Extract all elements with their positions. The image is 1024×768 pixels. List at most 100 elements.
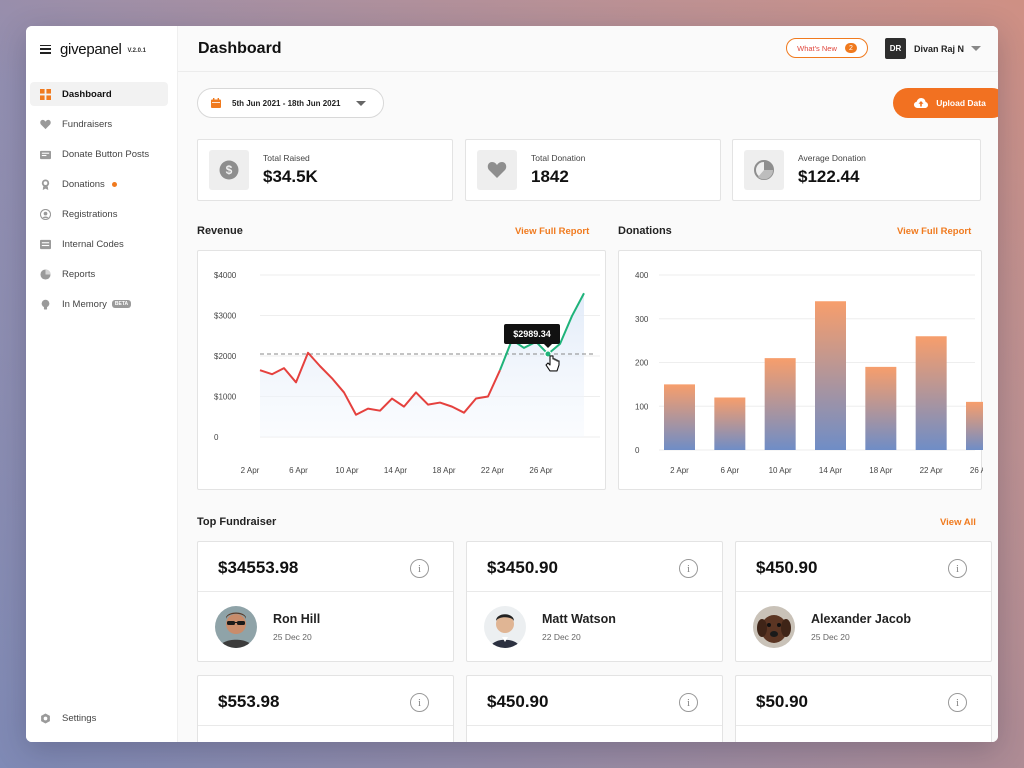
chevron-down-icon <box>971 46 982 51</box>
revenue-view-full-report-link[interactable]: View Full Report <box>515 226 590 237</box>
donations-view-full-report-link[interactable]: View Full Report <box>897 226 972 237</box>
sidebar-nav: Dashboard Fundraisers Donate Button Post… <box>30 82 168 322</box>
info-icon[interactable]: i <box>679 693 698 712</box>
x-tick-label: 18 Apr <box>869 466 892 475</box>
fundraiser-card[interactable]: $50.90 i <box>735 675 992 742</box>
sidebar-item-label: In Memory <box>62 298 107 310</box>
date-range-value: 5th Jun 2021 - 18th Jun 2021 <box>232 98 341 108</box>
donation-bar <box>764 358 796 450</box>
sidebar-item-dashboard[interactable]: Dashboard <box>30 82 168 106</box>
y-tick-label: 0 <box>635 446 640 455</box>
divider <box>198 591 453 592</box>
info-icon[interactable]: i <box>410 693 429 712</box>
info-icon[interactable]: i <box>948 559 967 578</box>
sidebar-item-fundraisers[interactable]: Fundraisers <box>30 112 168 136</box>
code-icon <box>40 239 51 250</box>
app-window: givepanel V.2.0.1 Dashboard Fundraisers … <box>26 26 998 742</box>
sidebar-item-reports[interactable]: Reports <box>30 262 168 286</box>
top-fundraiser-title: Top Fundraiser <box>197 516 277 528</box>
fundraiser-date: 25 Dec 20 <box>273 632 312 642</box>
sidebar-item-donate-button-posts[interactable]: Donate Button Posts <box>30 142 168 166</box>
hand-cursor-icon <box>545 355 560 372</box>
sidebar-item-label: Dashboard <box>62 88 112 100</box>
x-tick-label: 6 Apr <box>289 466 308 475</box>
divider <box>467 725 722 726</box>
hamburger-menu-icon[interactable] <box>40 44 51 54</box>
sidebar-item-registrations[interactable]: Registrations <box>30 202 168 226</box>
x-tick-label: 26 Apr <box>970 466 983 475</box>
pie-icon <box>744 150 784 190</box>
y-tick-label: $3000 <box>214 312 237 321</box>
info-icon[interactable]: i <box>948 693 967 712</box>
divider <box>467 591 722 592</box>
date-range-picker[interactable]: 5th Jun 2021 - 18th Jun 2021 <box>197 88 384 118</box>
stat-card-total-donation: Total Donation 1842 <box>465 139 721 201</box>
fundraiser-name: Alexander Jacob <box>811 612 912 626</box>
avatar <box>484 606 526 648</box>
sidebar-item-internal-codes[interactable]: Internal Codes <box>30 232 168 256</box>
fundraiser-card[interactable]: $450.90 i <box>466 675 723 742</box>
stat-value: $34.5K <box>263 167 318 186</box>
brand-version: V.2.0.1 <box>127 47 146 54</box>
fundraiser-card[interactable]: $553.98 i <box>197 675 454 742</box>
grid-icon <box>40 88 51 100</box>
view-all-link[interactable]: View All <box>940 517 976 528</box>
fundraiser-card[interactable]: $3450.90 i Matt Watson 22 Dec 20 <box>466 541 723 662</box>
donation-bar <box>966 401 983 450</box>
sidebar-item-settings[interactable]: Settings <box>40 713 96 724</box>
sidebar-item-label: Fundraisers <box>62 118 113 130</box>
user-name: Divan Raj N <box>914 43 965 54</box>
fundraiser-amount: $50.90 <box>756 692 808 711</box>
sidebar-item-donations[interactable]: Donations <box>30 172 168 196</box>
x-tick-label: 18 Apr <box>432 466 455 475</box>
stat-value: $122.44 <box>798 167 860 186</box>
fundraiser-amount: $3450.90 <box>487 558 558 577</box>
avatar: DR <box>885 38 906 59</box>
cloud-upload-icon <box>914 98 929 108</box>
tooltip-label: $2989.34 <box>513 329 551 339</box>
whats-new-label: What's New <box>797 43 837 53</box>
donations-title: Donations <box>618 225 672 237</box>
chevron-down-icon <box>355 100 366 106</box>
fundraiser-date: 25 Dec 20 <box>811 632 850 642</box>
sidebar-item-label: Reports <box>62 268 96 280</box>
x-tick-label: 2 Apr <box>241 466 260 475</box>
divider <box>198 725 453 726</box>
dollar-icon: $ <box>209 150 249 190</box>
upload-data-label: Upload Data <box>936 98 986 108</box>
revenue-area <box>260 293 584 437</box>
y-tick-label: $2000 <box>214 352 237 361</box>
revenue-title: Revenue <box>197 225 243 237</box>
fundraiser-card[interactable]: $450.90 i Alexander Jacob 25 Dec 20 <box>735 541 992 662</box>
y-tick-label: $4000 <box>214 271 237 280</box>
brand: givepanel V.2.0.1 <box>40 40 146 58</box>
user-menu[interactable]: DR Divan Raj N <box>885 38 982 59</box>
revenue-chart: $4000 $3000 $2000 $1000 0 $2989.34 2 Apr 6 Apr 1… <box>214 271 600 475</box>
y-tick-label: 300 <box>635 315 649 324</box>
y-tick-label: 100 <box>635 402 649 411</box>
info-icon[interactable]: i <box>679 559 698 578</box>
sidebar-item-in-memory[interactable]: In Memory BETA <box>30 292 168 316</box>
tooltip-box <box>504 323 560 344</box>
top-bar: Dashboard What's New 2 DR Divan Raj N <box>178 26 998 72</box>
main-content: Dashboard What's New 2 DR Divan Raj N 5t… <box>178 26 998 742</box>
upload-data-button[interactable]: Upload Data <box>893 88 998 118</box>
stat-label: Total Donation <box>531 153 586 163</box>
y-tick-label: 400 <box>635 271 649 280</box>
y-tick-label: 0 <box>214 433 219 442</box>
stat-value: 1842 <box>531 167 569 186</box>
whats-new-button[interactable]: What's New 2 <box>786 38 868 58</box>
x-tick-label: 14 Apr <box>819 466 842 475</box>
user-circle-icon <box>40 208 51 220</box>
heart-icon <box>477 150 517 190</box>
donations-chart: 400 300 200 100 0 2 Apr 6 Apr 10 Apr 14 Apr 18 Ap… <box>635 271 983 475</box>
sidebar-item-label: Registrations <box>62 208 118 220</box>
x-tick-label: 10 Apr <box>335 466 358 475</box>
svg-text:$: $ <box>226 163 233 177</box>
stat-label: Average Donation <box>798 153 866 163</box>
award-icon <box>40 178 51 190</box>
fundraiser-card[interactable]: $34553.98 i Ron Hill 25 Dec 20 <box>197 541 454 662</box>
notification-dot <box>111 181 117 187</box>
y-tick-label: $1000 <box>214 393 237 402</box>
info-icon[interactable]: i <box>410 559 429 578</box>
